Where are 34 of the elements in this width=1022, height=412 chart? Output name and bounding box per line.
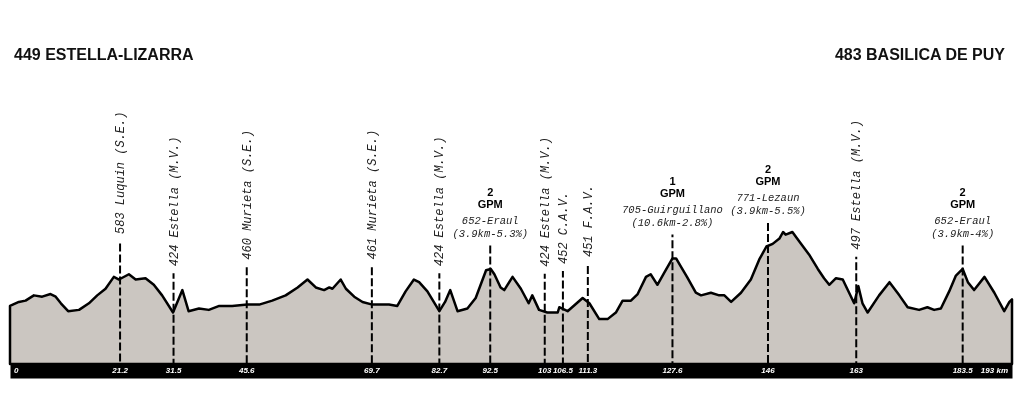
text: 449 ESTELLA-LIZARRA	[14, 46, 195, 63]
ref-line-label: 705-Guirguillano (10.6km-2.8%)	[622, 204, 723, 230]
ref-line-label: 452 C.A.V.	[556, 191, 571, 264]
ref-line-label: 424 Estella (M.V.)	[538, 137, 553, 267]
ref-line-label: 652-Eraul (3.9km-4%)	[931, 214, 995, 240]
ref-line-label: 460 Murieta (S.E.)	[240, 130, 255, 260]
x-tick-label: 45.6	[237, 366, 256, 375]
text: 2 GPM	[950, 185, 976, 210]
ref-line-label: 771-Lezaun (3.9km-5.5%)	[730, 191, 806, 217]
x-tick-label: 103	[538, 366, 552, 375]
x-tick-label: 69.7	[364, 366, 381, 375]
x-tick-label: 31.5	[165, 366, 182, 375]
text: 1 GPM	[659, 175, 685, 200]
ref-line-label: 652-Eraul (3.9km-5.3%)	[452, 215, 529, 241]
x-tick-label: 111.3	[578, 366, 598, 375]
ref-line-label: 424 Estella (M.V.)	[167, 136, 182, 267]
x-tick-label: 127.6	[662, 366, 684, 375]
text: 2 GPM	[477, 186, 503, 211]
x-tick-label: 92.5	[482, 366, 499, 375]
x-tick-label: 193 km	[980, 366, 1008, 375]
ref-line-label: 583 Luquin (S.E.)	[114, 111, 129, 234]
x-tick-label: 0	[14, 366, 19, 375]
text: 2 GPM	[755, 162, 781, 187]
x-tick-label: 146	[761, 366, 776, 375]
ref-line-label: 424 Estella (M.V.)	[433, 136, 448, 267]
ref-line-label: 497 Estella (M.V.)	[850, 120, 865, 250]
x-tick-label: 183.5	[952, 366, 974, 375]
ref-line-label: 461 Murieta (S.E.)	[365, 129, 380, 260]
x-tick-label: 21.2	[111, 366, 129, 375]
x-tick-label: 82.7	[431, 366, 448, 375]
text: 483 BASILICA DE PUY	[834, 46, 1006, 63]
x-tick-label: 163	[849, 366, 864, 375]
x-tick-label: 106.5	[552, 366, 574, 375]
ref-line-label: 451 F.A.V.	[581, 185, 596, 258]
